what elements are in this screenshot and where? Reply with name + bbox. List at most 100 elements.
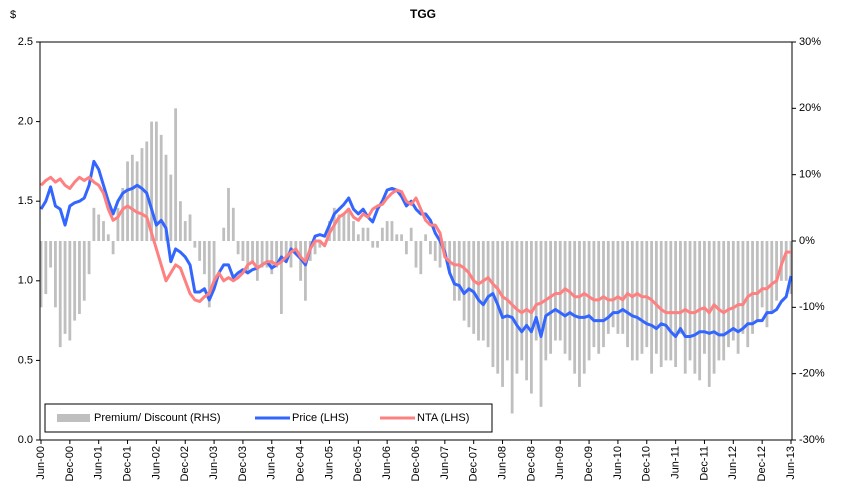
bar bbox=[462, 241, 466, 321]
x-tick-label: Jun-13 bbox=[785, 446, 797, 480]
x-tick-label: Dec-06 bbox=[410, 446, 422, 481]
bar bbox=[659, 241, 663, 368]
bar bbox=[150, 121, 153, 241]
bar bbox=[236, 241, 240, 255]
bar bbox=[304, 241, 307, 301]
y2-tick-label: -20% bbox=[799, 368, 825, 380]
y2-tick-label: 10% bbox=[799, 169, 821, 181]
bar bbox=[231, 207, 235, 241]
bar bbox=[606, 241, 610, 334]
bar bbox=[371, 241, 375, 248]
x-tick-label: Jun-01 bbox=[93, 446, 105, 480]
x-tick-label: Jun-11 bbox=[670, 446, 682, 479]
legend-label: Price (LHS) bbox=[292, 412, 349, 424]
bar bbox=[39, 241, 43, 308]
x-tick-label: Dec-03 bbox=[237, 446, 249, 481]
bar bbox=[246, 241, 250, 275]
bar bbox=[674, 241, 678, 368]
x-tick-label: Dec-09 bbox=[583, 446, 595, 481]
bar bbox=[760, 241, 764, 308]
bar bbox=[510, 241, 514, 414]
bar bbox=[529, 241, 533, 394]
bar bbox=[755, 241, 759, 321]
line bbox=[39, 175, 791, 315]
x-tick-label: Dec-01 bbox=[121, 446, 133, 481]
x-tick-label: Dec-07 bbox=[468, 446, 480, 481]
legend: Premium/ Discount (RHS) Price (LHS) NTA (L… bbox=[44, 403, 493, 433]
bar bbox=[554, 241, 557, 341]
bar bbox=[400, 234, 403, 241]
bar bbox=[784, 241, 788, 281]
bar bbox=[558, 241, 562, 341]
bar bbox=[568, 241, 572, 361]
bar bbox=[770, 241, 774, 314]
bar bbox=[313, 241, 317, 255]
bar bbox=[404, 241, 408, 255]
bar bbox=[683, 241, 687, 374]
y-tick-label: 0.0 bbox=[18, 434, 33, 446]
bar bbox=[424, 234, 428, 241]
bar bbox=[486, 241, 490, 348]
bar bbox=[279, 241, 283, 314]
x-tick-label: Jun-00 bbox=[35, 446, 47, 480]
bar bbox=[179, 201, 182, 241]
bar bbox=[563, 241, 567, 354]
bar bbox=[198, 241, 202, 261]
bar bbox=[703, 241, 706, 354]
bar bbox=[342, 214, 346, 241]
bar bbox=[164, 154, 168, 241]
x-tick-label: Dec-11 bbox=[698, 446, 710, 481]
bar bbox=[159, 134, 163, 241]
x-tick-label: Jun-02 bbox=[150, 446, 162, 480]
y-tick-label: 2.0 bbox=[18, 116, 33, 128]
bar bbox=[602, 241, 605, 348]
y-tick-label: 1.5 bbox=[18, 195, 33, 207]
bar bbox=[44, 241, 48, 295]
bar bbox=[746, 241, 750, 348]
bar bbox=[765, 241, 769, 328]
bar bbox=[630, 241, 634, 361]
bar bbox=[135, 161, 139, 241]
bar bbox=[154, 121, 158, 241]
x-tick-label: Dec-10 bbox=[641, 446, 653, 481]
x-tick-label: Jun-04 bbox=[266, 446, 278, 480]
chart-title: TGG bbox=[410, 7, 436, 21]
bar bbox=[227, 187, 230, 241]
bar bbox=[183, 221, 187, 241]
bar bbox=[347, 207, 351, 241]
bar bbox=[82, 241, 86, 301]
bar bbox=[356, 234, 360, 241]
bar bbox=[727, 241, 730, 348]
bar bbox=[255, 241, 259, 281]
bar bbox=[429, 241, 432, 255]
bar bbox=[481, 241, 485, 341]
bar bbox=[578, 241, 581, 387]
legend-label: Premium/ Discount (RHS) bbox=[94, 412, 221, 424]
bar bbox=[669, 241, 673, 361]
bar bbox=[491, 241, 495, 368]
plot-area bbox=[39, 108, 793, 414]
bar bbox=[654, 241, 658, 354]
bar bbox=[97, 214, 101, 241]
bar bbox=[582, 241, 586, 374]
bar bbox=[174, 108, 178, 241]
x-tick-label: Dec-12 bbox=[756, 446, 768, 481]
bar bbox=[73, 241, 77, 321]
bar bbox=[679, 241, 682, 334]
bar bbox=[597, 241, 601, 354]
bar bbox=[539, 241, 543, 407]
bar bbox=[289, 241, 293, 268]
bar bbox=[54, 241, 57, 308]
bar bbox=[775, 241, 778, 301]
y2-tick-label: 0% bbox=[799, 235, 815, 247]
bar bbox=[534, 241, 538, 341]
bar bbox=[477, 241, 480, 341]
bar bbox=[693, 241, 697, 374]
bar bbox=[688, 241, 692, 361]
bar bbox=[448, 241, 452, 275]
bar bbox=[212, 241, 216, 288]
bar bbox=[130, 154, 134, 241]
bar bbox=[318, 241, 322, 248]
bar bbox=[241, 241, 245, 261]
